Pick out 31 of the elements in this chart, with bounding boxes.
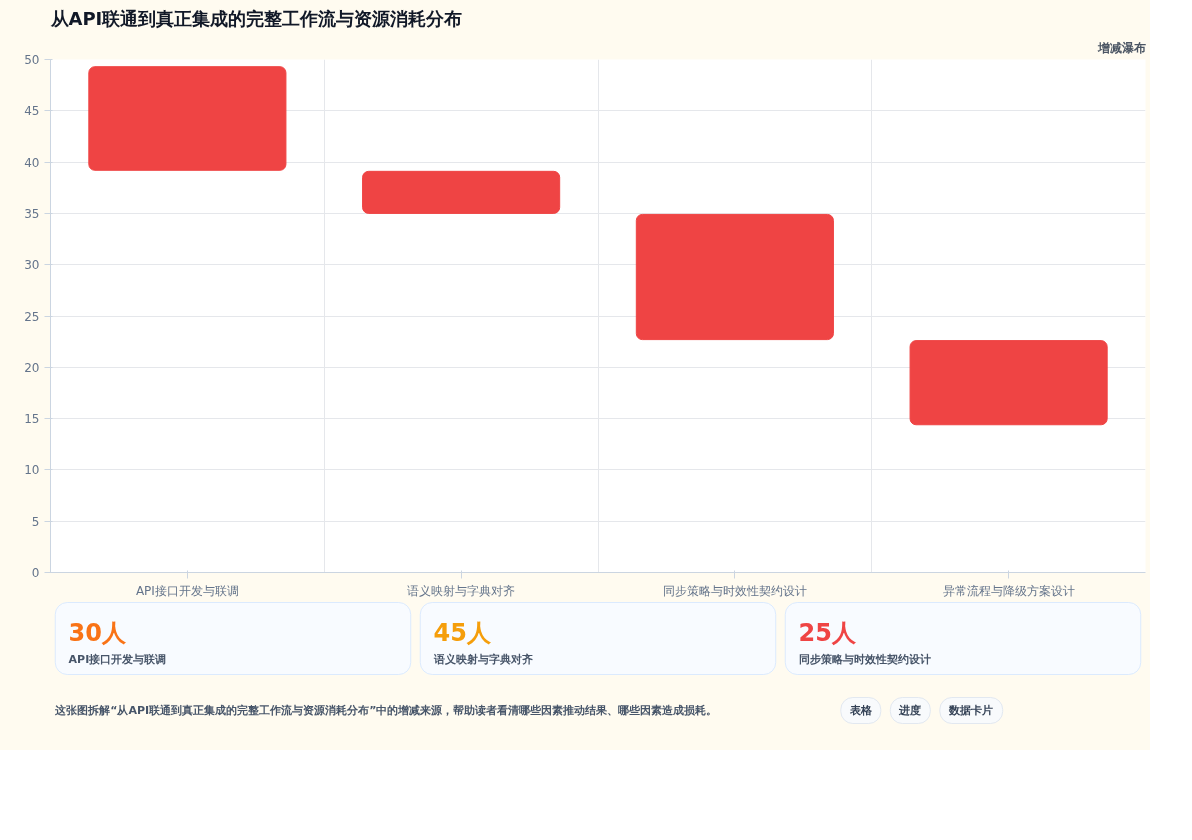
bar [362,170,561,214]
x-tick-label: 异常流程与降级方案设计 [942,583,1075,598]
y-tick-label: 10 [24,463,40,478]
y-tick-label: 35 [24,206,40,221]
y-tick-label: 15 [24,412,40,427]
bar [88,66,287,171]
bar [909,340,1108,426]
y-tick-label: 30 [24,258,40,273]
text: 这张图拆解“从API联通到真正集成的完整工作流与资源消耗分布”中的增减来源，帮助读者看清哪些因素推动结果、哪些因素造成损耗。 [54,704,718,717]
x-tick-label: 同步策略与时效性契约设计 [662,583,807,598]
text: 语义映射与字典对齐 [432,653,533,666]
y-tick-label: 50 [24,53,40,67]
y-tick-label: 25 [24,309,40,324]
text: 数据卡片 [948,704,994,717]
x-tick-label: 语义映射与字典对齐 [407,583,516,598]
y-tick-label: 45 [24,104,40,119]
text: 进度 [898,704,922,717]
y-tick-label: 0 [31,566,40,580]
text: 25人 [798,618,857,647]
chart-subtitle: 增减瀑布 [1096,40,1146,55]
bar [635,213,834,341]
y-tick-label: 40 [24,155,40,170]
text: 同步策略与时效性契约设计 [798,653,931,666]
text: 45人 [433,618,492,647]
y-tick-label: 20 [24,360,40,375]
x-tick-label: API接口开发与联调 [135,583,239,598]
text: API接口开发与联调 [68,653,167,666]
chart-title: 从API联通到真正集成的完整工作流与资源消耗分布 [49,7,463,29]
y-tick-label: 5 [31,514,40,529]
text: 表格 [848,704,873,717]
text: 30人 [68,618,127,647]
